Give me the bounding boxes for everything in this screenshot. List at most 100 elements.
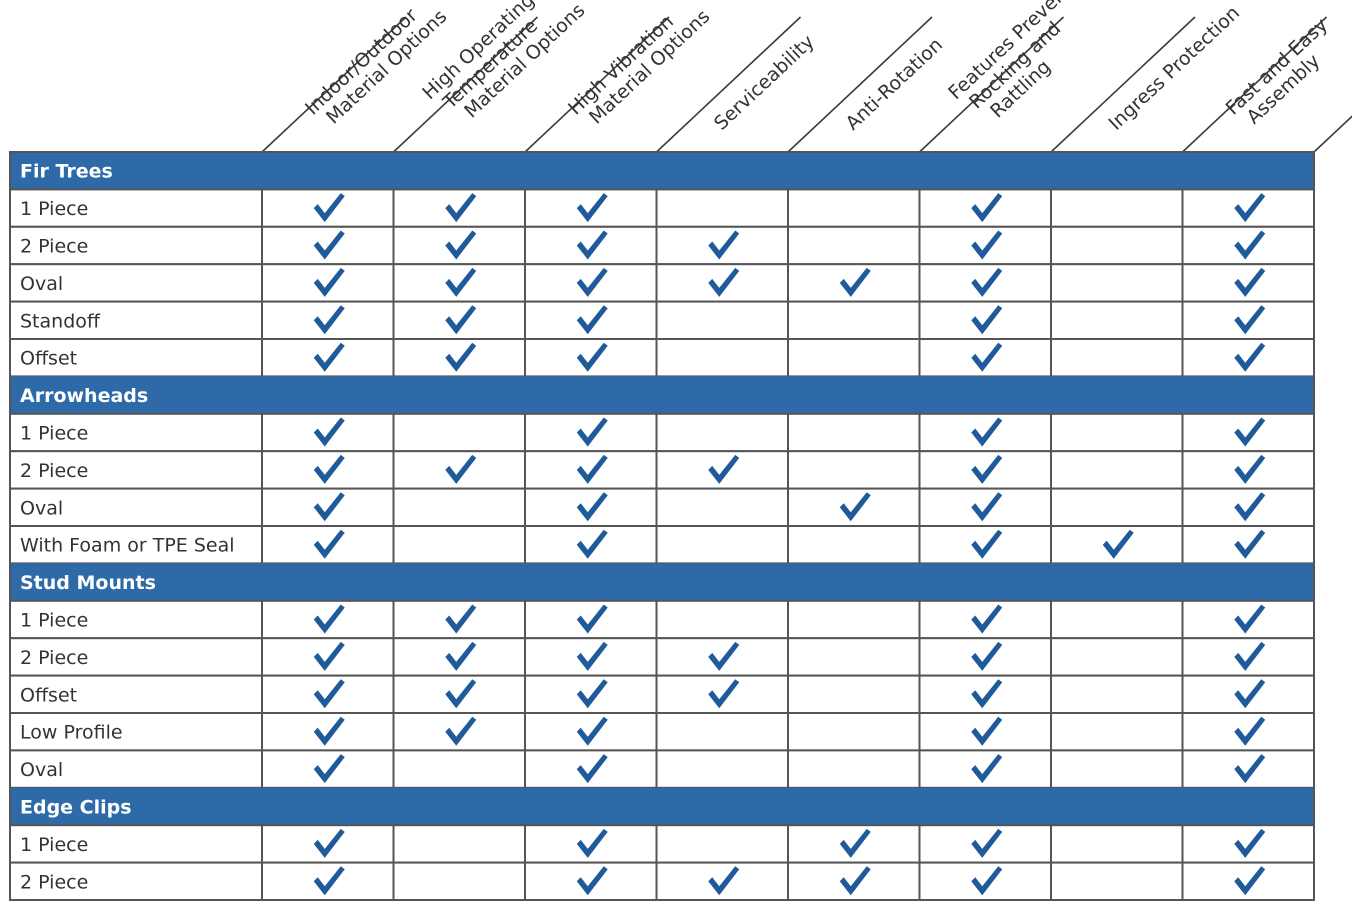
- header-divider-line: [1181, 16, 1328, 153]
- check-mark-icon: [1234, 679, 1266, 709]
- header-divider-line: [1313, 115, 1352, 153]
- check-mark-icon: [576, 604, 608, 634]
- header-divider-line: [918, 16, 1065, 153]
- check-mark-icon: [971, 267, 1003, 297]
- check-mark-icon: [971, 641, 1003, 671]
- column-header-text: Serviceability: [710, 31, 819, 135]
- row-background: [10, 226, 1314, 265]
- check-mark-icon: [576, 342, 608, 372]
- table-row: With Foam or TPE Seal: [9, 525, 1315, 565]
- header-divider-line: [787, 16, 933, 153]
- check-mark-icon: [1234, 305, 1266, 335]
- check-mark-icon: [839, 492, 871, 522]
- check-mark-icon: [708, 679, 740, 709]
- check-mark-icon: [576, 492, 608, 522]
- row-label: Offset: [20, 684, 77, 706]
- row-background: [10, 675, 1314, 713]
- check-mark-icon: [576, 866, 608, 896]
- check-mark-icon: [576, 716, 608, 746]
- check-mark-icon: [1234, 454, 1266, 484]
- check-mark-icon: [839, 866, 871, 896]
- row-background: [10, 638, 1314, 676]
- row-background: [10, 339, 1314, 377]
- check-mark-icon: [445, 641, 477, 671]
- check-mark-icon: [445, 604, 477, 634]
- group-title: Fir Trees: [20, 161, 113, 183]
- check-mark-icon: [971, 454, 1003, 484]
- check-mark-icon: [445, 267, 477, 297]
- check-mark-icon: [313, 641, 345, 671]
- row-background: [10, 600, 1314, 639]
- check-mark-icon: [708, 230, 740, 260]
- check-mark-icon: [313, 417, 345, 447]
- row-label: 1 Piece: [20, 610, 88, 632]
- check-mark-icon: [313, 305, 345, 335]
- table-row: 2 Piece: [9, 225, 1315, 266]
- check-mark-icon: [445, 230, 477, 260]
- row-label: With Foam or TPE Seal: [20, 535, 235, 557]
- check-mark-icon: [1234, 828, 1266, 858]
- check-mark-icon: [1234, 230, 1266, 260]
- table-row: 1 Piece: [9, 599, 1315, 640]
- row-label: 1 Piece: [20, 834, 88, 856]
- table-row: 2 Piece: [9, 861, 1315, 901]
- header-divider-line: [655, 16, 802, 153]
- check-mark-icon: [576, 230, 608, 260]
- column-header-anti-rotation: Anti-Rotation: [841, 34, 947, 135]
- check-mark-icon: [313, 529, 345, 559]
- check-mark-icon: [313, 828, 345, 858]
- check-mark-icon: [971, 529, 1003, 559]
- check-mark-icon: [971, 866, 1003, 896]
- row-background: [10, 264, 1314, 302]
- check-mark-icon: [576, 828, 608, 858]
- group-title: Arrowheads: [20, 385, 148, 407]
- check-mark-icon: [313, 866, 345, 896]
- check-mark-icon: [445, 454, 477, 484]
- check-mark-icon: [313, 454, 345, 484]
- check-mark-icon: [576, 417, 608, 447]
- table-row: Low Profile: [9, 712, 1315, 752]
- group-header-arrowheads: [10, 376, 1314, 414]
- check-mark-icon: [708, 454, 740, 484]
- check-mark-icon: [1234, 604, 1266, 634]
- check-mark-icon: [1234, 193, 1266, 223]
- check-mark-icon: [1234, 417, 1266, 447]
- row-label: 2 Piece: [20, 647, 88, 669]
- matrix-body: Fir Trees 1 Piece 2 Piece Oval Standoff Offse…: [9, 151, 1315, 901]
- check-mark-icon: [1234, 716, 1266, 746]
- check-mark-icon: [1234, 267, 1266, 297]
- check-mark-icon: [445, 679, 477, 709]
- table-border: [9, 151, 1315, 901]
- row-label: 1 Piece: [20, 423, 88, 445]
- check-mark-icon: [313, 604, 345, 634]
- row-label: 2 Piece: [20, 460, 88, 482]
- check-mark-icon: [839, 828, 871, 858]
- row-background: [10, 413, 1314, 452]
- table-row: Oval: [9, 263, 1315, 303]
- check-mark-icon: [445, 305, 477, 335]
- check-mark-icon: [313, 716, 345, 746]
- check-mark-icon: [1234, 754, 1266, 784]
- row-background: [10, 750, 1314, 788]
- check-mark-icon: [971, 342, 1003, 372]
- group-header-fir-trees: [10, 152, 1314, 190]
- check-mark-icon: [1234, 641, 1266, 671]
- check-mark-icon: [313, 679, 345, 709]
- check-mark-icon: [576, 679, 608, 709]
- check-mark-icon: [576, 267, 608, 297]
- check-mark-icon: [445, 716, 477, 746]
- row-background: [10, 825, 1314, 863]
- table-row: 2 Piece: [9, 637, 1315, 677]
- header-divider-line: [524, 16, 670, 153]
- check-mark-icon: [971, 492, 1003, 522]
- check-mark-icon: [971, 230, 1003, 260]
- row-background: [10, 189, 1314, 227]
- check-mark-icon: [708, 866, 740, 896]
- check-mark-icon: [1234, 529, 1266, 559]
- row-label: Low Profile: [20, 722, 123, 744]
- check-mark-icon: [576, 641, 608, 671]
